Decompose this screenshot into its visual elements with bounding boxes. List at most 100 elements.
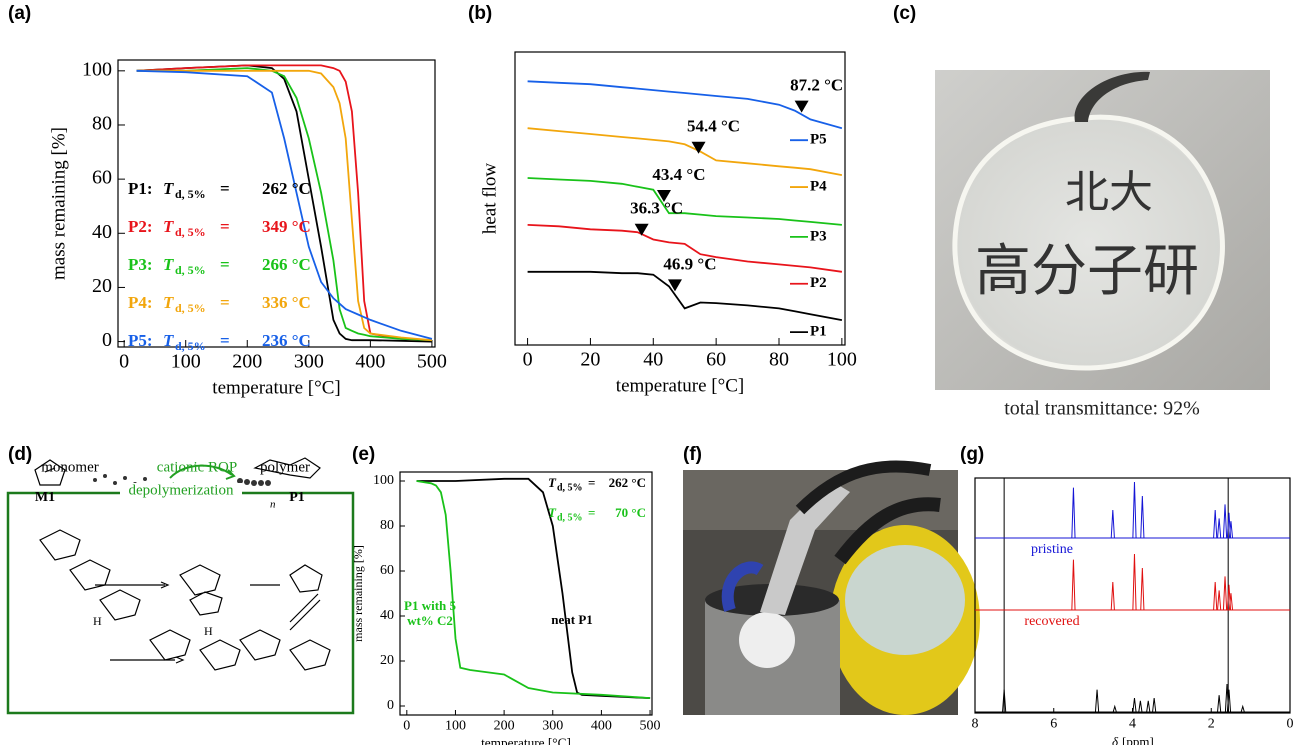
x-tick-label: 100	[827, 349, 857, 371]
annotation: 349 °C	[262, 217, 311, 236]
handwriting: 北大	[1065, 167, 1153, 218]
panel-label: (d)	[8, 444, 32, 465]
peak	[1094, 689, 1100, 713]
peak	[1217, 590, 1222, 611]
x-tick-label: 500	[417, 351, 447, 373]
annotation: 262 °C	[609, 475, 646, 490]
x-tick-label: 400	[355, 351, 385, 373]
y-tick-label: 80	[92, 113, 112, 135]
annotation: 70 °C	[615, 505, 646, 520]
x-tick-label: 6	[1050, 716, 1057, 731]
plot-frame	[117, 59, 436, 348]
x-tick-label: 200	[494, 718, 515, 733]
annotation: 87.2 °C	[790, 76, 843, 95]
x-tick-label: 500	[640, 718, 661, 733]
annotation: =	[220, 331, 230, 350]
scheme-text: n	[270, 499, 276, 511]
legend-label: P4	[810, 178, 827, 194]
annotation: T	[548, 505, 557, 520]
annotation: P5:	[128, 331, 153, 350]
annotation: T	[163, 217, 174, 236]
x-tick-label: 0	[119, 351, 129, 373]
photo-film: 北大 高分子研	[935, 70, 1270, 390]
legend-label: P3	[810, 228, 827, 244]
x-tick-label: 300	[294, 351, 324, 373]
peak	[1138, 700, 1143, 713]
panel-label: (b)	[468, 3, 492, 24]
peak	[1112, 704, 1117, 713]
peak	[1146, 700, 1151, 713]
annotation: d, 5%	[557, 482, 583, 493]
series-line	[527, 270, 843, 321]
annotation: =	[220, 255, 230, 274]
x-tick-label: 40	[643, 349, 663, 371]
annotation: d, 5%	[175, 225, 206, 239]
x-axis-label: temperature [°C]	[212, 377, 340, 398]
x-tick-label: 4	[1129, 716, 1136, 731]
plot-frame	[514, 51, 846, 346]
x-tick-label: 60	[706, 349, 726, 371]
x-tick-label: 100	[171, 351, 201, 373]
peak	[1110, 509, 1115, 539]
plot-frame	[399, 471, 653, 716]
scheme-text: M1	[35, 490, 55, 505]
y-tick-label: 60	[92, 167, 112, 189]
y-tick-label: 0	[102, 329, 112, 351]
peak	[1071, 487, 1076, 539]
annotation: =	[220, 293, 230, 312]
annotation: =	[220, 179, 230, 198]
y-tick-label: 80	[380, 518, 394, 533]
annotation: T	[163, 255, 174, 274]
panel-label: (e)	[352, 444, 375, 465]
annotation: P2:	[128, 217, 153, 236]
x-tick-label: 0	[1287, 716, 1294, 731]
annotation: P4:	[128, 293, 153, 312]
annotation: P3:	[128, 255, 153, 274]
annotation: T	[163, 331, 174, 350]
peak	[1222, 576, 1228, 611]
x-tick-label: 2	[1208, 716, 1215, 731]
series-label: P1 with 5 wt% C2	[404, 598, 456, 628]
marker	[656, 190, 671, 203]
annotation: =	[588, 475, 595, 490]
peak	[1213, 509, 1218, 539]
x-tick-label: 300	[542, 718, 563, 733]
peak	[1140, 567, 1145, 611]
annotation: 36.3 °C	[630, 199, 683, 218]
x-axis-label: temperature [°C]	[616, 375, 744, 396]
y-tick-label: 40	[380, 608, 394, 623]
peak	[1213, 581, 1218, 611]
series-line	[527, 80, 843, 130]
annotation: T	[163, 293, 174, 312]
x-tick-label: 80	[769, 349, 789, 371]
x-tick-label: 100	[445, 718, 466, 733]
annotation: 262 °C	[262, 179, 311, 198]
y-axis-label: heat flow	[479, 163, 500, 235]
annotation: 54.4 °C	[687, 117, 740, 136]
handwriting: 高分子研	[975, 239, 1199, 304]
peak	[1071, 559, 1076, 611]
panel-label: (f)	[683, 444, 702, 465]
annotation: d, 5%	[175, 301, 206, 315]
y-tick-label: 20	[380, 653, 394, 668]
peak	[1222, 504, 1228, 539]
scheme-text: monomer	[41, 459, 99, 475]
legend-label: P2	[810, 275, 827, 291]
peak	[1228, 521, 1234, 539]
peak	[1110, 581, 1115, 611]
x-axis-label: [ppm]	[1122, 734, 1154, 745]
legend-label: P5	[810, 132, 827, 148]
annotation: 236 °C	[262, 331, 311, 350]
series-label: recovered	[1024, 614, 1079, 629]
annotation: d, 5%	[175, 339, 206, 353]
annotation: 336 °C	[262, 293, 311, 312]
marker	[794, 100, 809, 113]
series-label-text: P1 with 5 wt% C2	[404, 598, 456, 628]
photo-caption: total transmittance: 92%	[1004, 398, 1200, 420]
annotation: 46.9 °C	[663, 254, 716, 273]
x-tick-label: 0	[403, 718, 410, 733]
annotation: 43.4 °C	[652, 165, 705, 184]
marker	[634, 223, 649, 236]
series-line	[136, 64, 432, 342]
